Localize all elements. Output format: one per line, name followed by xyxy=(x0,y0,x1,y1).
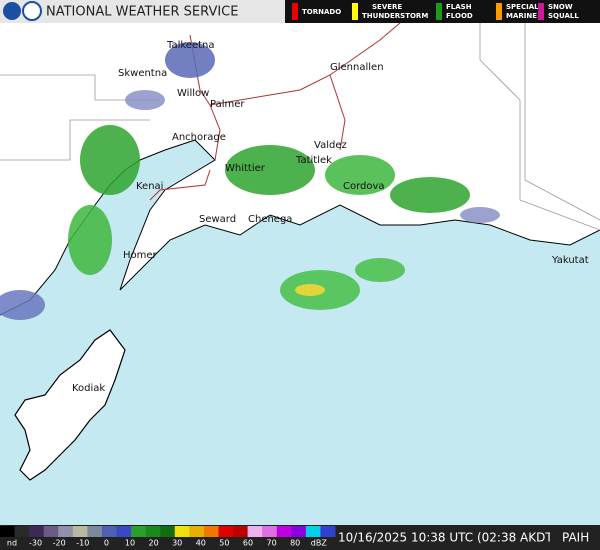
scale-label: nd xyxy=(7,539,17,548)
scale-color xyxy=(174,526,190,537)
scale-color xyxy=(14,526,30,537)
scale-color xyxy=(247,526,263,537)
place-label: Willow xyxy=(177,88,209,99)
place-label: Skwentna xyxy=(118,68,167,79)
scale-label: -10 xyxy=(76,539,89,548)
place-label: Glennallen xyxy=(330,62,384,73)
place-label: Chenega xyxy=(248,214,292,225)
scale-label: dBZ xyxy=(311,539,328,548)
scale-color xyxy=(305,526,321,537)
scale-color xyxy=(29,526,45,537)
scale-color xyxy=(291,526,307,537)
scale-label: 40 xyxy=(196,539,206,548)
scale-color xyxy=(189,526,205,537)
scale-color xyxy=(320,526,336,537)
kodiak-island xyxy=(14,329,126,481)
scale-label: 20 xyxy=(149,539,159,548)
place-label: Homer xyxy=(123,250,158,261)
scale-label: 70 xyxy=(267,539,277,548)
scale-color xyxy=(87,526,103,537)
warning-label: SNOW xyxy=(548,3,573,11)
warning-swatch xyxy=(538,3,544,20)
ocean xyxy=(0,140,600,525)
place-label: Seward xyxy=(199,214,236,225)
warning-swatch xyxy=(352,3,358,20)
station: PAIH xyxy=(562,531,589,545)
roads xyxy=(149,22,401,201)
header-title: NATIONAL WEATHER SERVICE xyxy=(46,5,238,20)
place-label: Palmer xyxy=(210,99,245,110)
place-label: Cordova xyxy=(343,181,385,192)
place-label: Talkeetna xyxy=(166,40,215,51)
place-label: Whittier xyxy=(225,163,266,174)
scale-color xyxy=(145,526,161,537)
scale-color xyxy=(262,526,278,537)
scale-label: 10 xyxy=(125,539,135,548)
warning-label: THUNDERSTORM xyxy=(362,12,428,20)
nws-logo xyxy=(22,1,42,21)
scale-color xyxy=(116,526,132,537)
scale-color xyxy=(160,526,176,537)
scale-label: -30 xyxy=(29,539,42,548)
warning-label: SEVERE xyxy=(372,3,402,11)
warning-label: FLOOD xyxy=(446,12,473,20)
scale-color xyxy=(203,526,219,537)
timestamp: 10/16/2025 10:38 UTC (02:38 AKDT) xyxy=(338,531,557,545)
scale-color xyxy=(72,526,88,537)
warning-swatch xyxy=(292,3,298,20)
warning-swatch xyxy=(496,3,502,20)
scale-label: 60 xyxy=(243,539,253,548)
scale-label: 0 xyxy=(104,539,109,548)
warning-legend xyxy=(285,0,600,23)
scale-color xyxy=(0,526,16,537)
warning-swatch xyxy=(436,3,442,20)
place-label: Tatitlek xyxy=(295,155,332,166)
place-label: Yakutat xyxy=(551,255,589,266)
scale-color xyxy=(101,526,118,537)
place-label: Valdez xyxy=(314,140,347,151)
scale-label: 50 xyxy=(219,539,229,548)
scale-color xyxy=(233,526,249,537)
warning-label: TORNADO xyxy=(302,8,341,16)
warning-label: MARINE xyxy=(506,12,537,20)
scale-color xyxy=(131,526,147,537)
warning-label: FLASH xyxy=(446,3,472,11)
scale-color xyxy=(58,526,74,537)
scale-label: -20 xyxy=(53,539,66,548)
noaa-logo xyxy=(3,2,21,20)
scale-label: 30 xyxy=(172,539,182,548)
station-bg xyxy=(550,525,600,550)
radar-echoes xyxy=(0,42,500,320)
place-label: Anchorage xyxy=(172,132,226,143)
place-label: Kodiak xyxy=(72,383,105,394)
warning-label: SPECIAL xyxy=(506,3,539,11)
scale-color xyxy=(276,526,292,537)
scale-label: 80 xyxy=(290,539,300,548)
scale-color xyxy=(43,526,59,537)
place-label: Kenai xyxy=(136,181,163,192)
warning-label: SQUALL xyxy=(548,12,579,20)
scale-color xyxy=(218,526,234,537)
